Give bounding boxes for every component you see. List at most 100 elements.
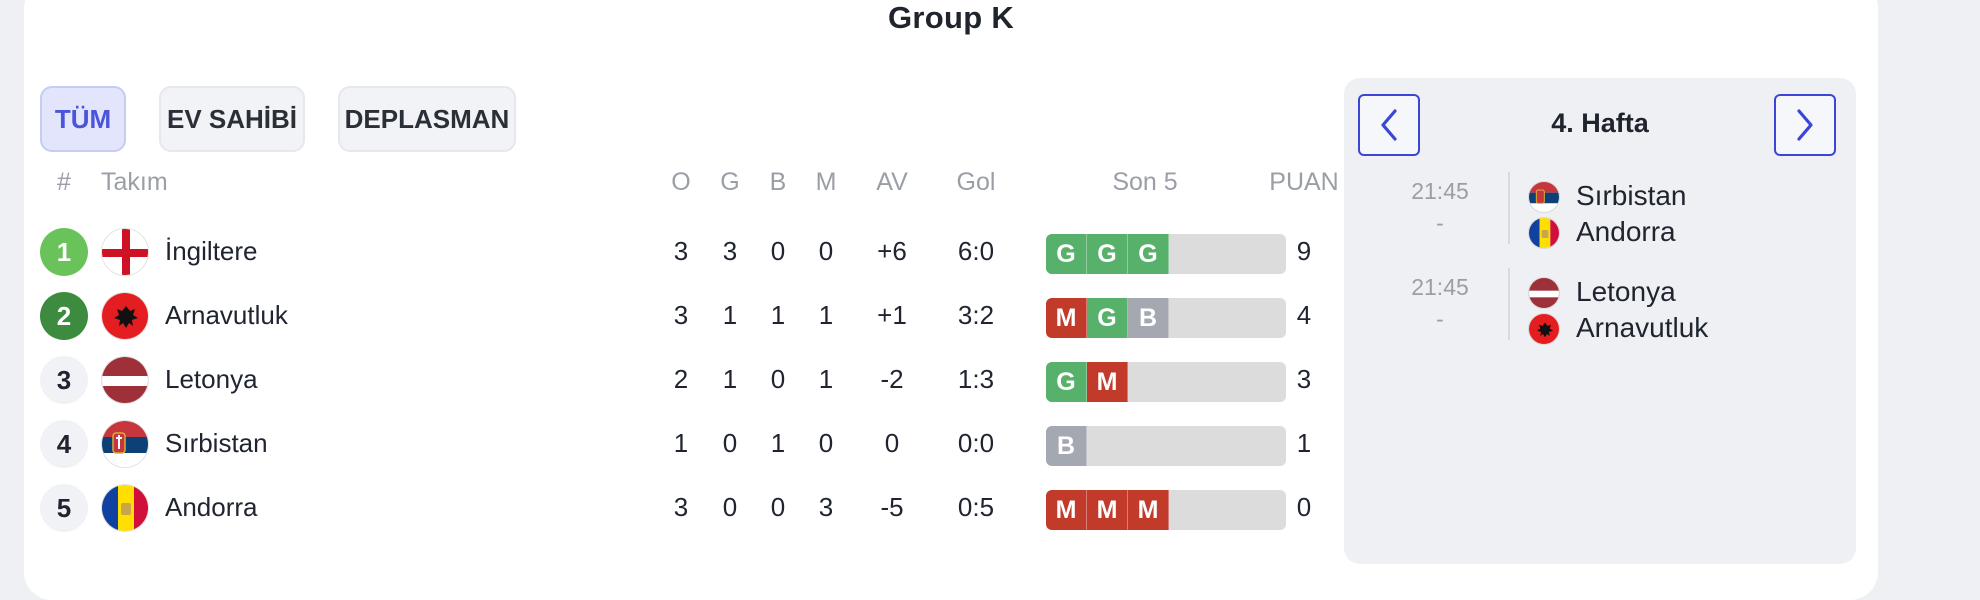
rank-badge: 4 bbox=[40, 420, 88, 468]
points: 1 bbox=[1296, 428, 1312, 458]
match-score: - bbox=[1436, 210, 1444, 236]
match-score: - bbox=[1436, 306, 1444, 332]
header-lost: M bbox=[815, 168, 837, 196]
rank-badge: 5 bbox=[40, 484, 88, 532]
played: 3 bbox=[673, 492, 689, 522]
week-title: 4. Hafta bbox=[1551, 108, 1649, 138]
goal-diff: 0 bbox=[884, 428, 900, 458]
group-title: Group K bbox=[887, 0, 1015, 35]
form-result-chip: G bbox=[1087, 298, 1128, 338]
played: 3 bbox=[673, 300, 689, 330]
tab-home[interactable]: EV SAHİBİ bbox=[159, 86, 305, 152]
andorra-flag-icon bbox=[1528, 217, 1560, 249]
match-divider bbox=[1508, 268, 1510, 340]
latvia-flag-icon bbox=[1528, 277, 1560, 309]
away-team-name: Arnavutluk bbox=[1576, 312, 1709, 343]
team-name: Arnavutluk bbox=[165, 300, 288, 330]
previous-week-button[interactable] bbox=[1358, 94, 1420, 156]
goals: 6:0 bbox=[957, 236, 995, 266]
points: 4 bbox=[1296, 300, 1312, 330]
points: 3 bbox=[1296, 364, 1312, 394]
won: 1 bbox=[722, 364, 738, 394]
form-result-chip: M bbox=[1046, 298, 1087, 338]
fixtures-panel: 4. Hafta 21:45 - Sırbistan Andorra 21:4 bbox=[1344, 78, 1856, 564]
lost: 0 bbox=[818, 428, 834, 458]
goals: 3:2 bbox=[957, 300, 995, 330]
tab-away[interactable]: DEPLASMAN bbox=[338, 86, 516, 152]
points: 9 bbox=[1296, 236, 1312, 266]
home-team: Sırbistan bbox=[1528, 178, 1848, 214]
team-name: Sırbistan bbox=[165, 428, 268, 458]
serbia-flag-icon bbox=[1528, 181, 1560, 213]
form-result-chip: B bbox=[1128, 298, 1169, 338]
rank-badge: 2 bbox=[40, 292, 88, 340]
latvia-flag-icon bbox=[101, 356, 149, 404]
form-result-chip: M bbox=[1087, 362, 1128, 402]
serbia-flag-icon bbox=[101, 420, 149, 468]
won: 0 bbox=[722, 492, 738, 522]
match-divider bbox=[1508, 172, 1510, 244]
header-won: G bbox=[720, 168, 740, 196]
albania-flag-icon bbox=[101, 292, 149, 340]
form-result-chip: B bbox=[1046, 426, 1087, 466]
match-time: 21:45 bbox=[1411, 274, 1469, 300]
won: 1 bbox=[722, 300, 738, 330]
header-played: O bbox=[671, 168, 691, 196]
albania-flag-icon bbox=[1528, 313, 1560, 345]
header-form: Son 5 bbox=[1112, 168, 1178, 196]
next-week-button[interactable] bbox=[1774, 94, 1836, 156]
goal-diff: -2 bbox=[880, 364, 904, 394]
drawn: 0 bbox=[770, 236, 786, 266]
played: 2 bbox=[673, 364, 689, 394]
goals: 1:3 bbox=[957, 364, 995, 394]
played: 1 bbox=[673, 428, 689, 458]
lost: 1 bbox=[818, 364, 834, 394]
match-time: 21:45 bbox=[1411, 178, 1469, 204]
header-rank: # bbox=[57, 168, 71, 196]
form-result-chip: G bbox=[1087, 234, 1128, 274]
england-flag-icon bbox=[101, 228, 149, 276]
match-item[interactable]: 21:45 - Sırbistan Andorra bbox=[1344, 172, 1856, 258]
form-result-chip: M bbox=[1087, 490, 1128, 530]
goals: 0:5 bbox=[957, 492, 995, 522]
goal-diff: +1 bbox=[877, 300, 907, 330]
drawn: 1 bbox=[770, 300, 786, 330]
played: 3 bbox=[673, 236, 689, 266]
won: 3 bbox=[722, 236, 738, 266]
group-card: Group K TÜM EV SAHİBİ DEPLASMAN # Takım … bbox=[24, 0, 1878, 600]
table-header: # Takım O G B M AV Gol Son 5 PUAN bbox=[40, 164, 1340, 204]
won: 0 bbox=[722, 428, 738, 458]
points: 0 bbox=[1296, 492, 1312, 522]
drawn: 0 bbox=[770, 364, 786, 394]
form-result-chip: G bbox=[1046, 234, 1087, 274]
match-item[interactable]: 21:45 - Letonya Arnavutluk bbox=[1344, 268, 1856, 354]
home-team: Letonya bbox=[1528, 274, 1848, 310]
lost: 3 bbox=[818, 492, 834, 522]
header-diff: AV bbox=[876, 168, 908, 196]
form-result-chip: M bbox=[1046, 490, 1087, 530]
drawn: 0 bbox=[770, 492, 786, 522]
table-row[interactable]: 4 Sırbistan 1 0 1 0 0 0:0 B 1 bbox=[40, 416, 1340, 472]
home-team-name: Sırbistan bbox=[1576, 180, 1687, 211]
tab-all[interactable]: TÜM bbox=[40, 86, 126, 152]
header-drawn: B bbox=[769, 168, 787, 196]
away-team: Arnavutluk bbox=[1528, 310, 1848, 346]
form-result-chip: M bbox=[1128, 490, 1169, 530]
team-name: Andorra bbox=[165, 492, 258, 522]
header-team: Takım bbox=[101, 168, 168, 196]
team-name: İngiltere bbox=[165, 236, 258, 266]
goal-diff: +6 bbox=[877, 236, 907, 266]
team-name: Letonya bbox=[165, 364, 258, 394]
rank-badge: 3 bbox=[40, 356, 88, 404]
chevron-left-icon bbox=[1381, 109, 1397, 141]
away-team: Andorra bbox=[1528, 214, 1848, 250]
rank-badge: 1 bbox=[40, 228, 88, 276]
header-goals: Gol bbox=[956, 168, 996, 196]
